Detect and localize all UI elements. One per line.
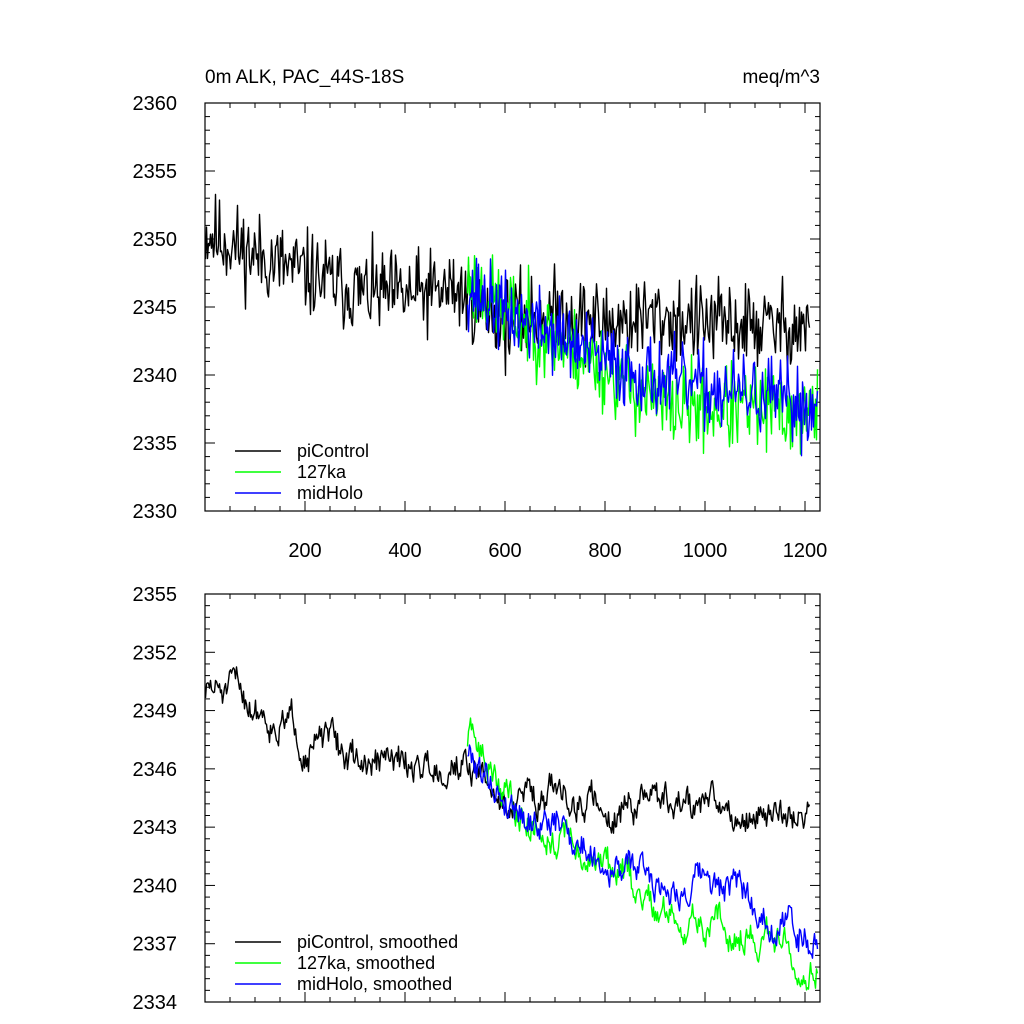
y-tick-label: 2330 [133, 501, 178, 523]
y-tick-label: 2337 [133, 934, 178, 956]
chart-panel-2: 2334 2337 2340 2343 2346 2349 2352 2355 piContro… [133, 584, 821, 1014]
y-tick-label: 2334 [133, 992, 178, 1014]
y-tick-label: 2340 [133, 875, 178, 897]
series-line-midholo [466, 257, 819, 457]
legend-label: piControl [297, 441, 369, 461]
y-tick-label: 2343 [133, 817, 178, 839]
x-tick-label: 1200 [783, 540, 828, 562]
x-tick-label: 800 [588, 540, 621, 562]
series-line-picontrol [205, 193, 811, 377]
legend-label: midHolo [297, 483, 363, 503]
y-tick-label: 2345 [133, 297, 178, 319]
y-tick-label: 2350 [133, 229, 178, 251]
x-tick-label: 1000 [683, 540, 728, 562]
y-tick-label: 2355 [133, 584, 178, 606]
x-tick-label: 400 [388, 540, 421, 562]
chart-panel-1: 200 400 600 800 1000 1200 2330 2335 2340 2345 2350… [133, 67, 828, 562]
y-tick-label: 2346 [133, 759, 178, 781]
y-tick-label: 2360 [133, 93, 178, 115]
x-tick-label: 200 [288, 540, 321, 562]
series-line-picontrol-smoothed [205, 666, 811, 834]
legend-label: 127ka [297, 462, 347, 482]
legend-label: 127ka, smoothed [297, 953, 435, 973]
legend-label: midHolo, smoothed [297, 974, 452, 994]
y-tick-label: 2352 [133, 642, 178, 664]
chart-title-left: 0m ALK, PAC_44S-18S [205, 67, 404, 88]
legend-label: piControl, smoothed [297, 932, 458, 952]
series-line-midholo-smoothed [467, 744, 819, 959]
y-tick-label: 2335 [133, 433, 178, 455]
y-tick-label: 2349 [133, 701, 178, 723]
y-tick-label: 2355 [133, 161, 178, 183]
chart-title-right: meq/m^3 [742, 67, 820, 88]
series-line-127ka-smoothed [466, 717, 819, 991]
y-tick-label: 2340 [133, 365, 178, 387]
x-tick-label: 600 [488, 540, 521, 562]
plot-frame [204, 593, 821, 1003]
